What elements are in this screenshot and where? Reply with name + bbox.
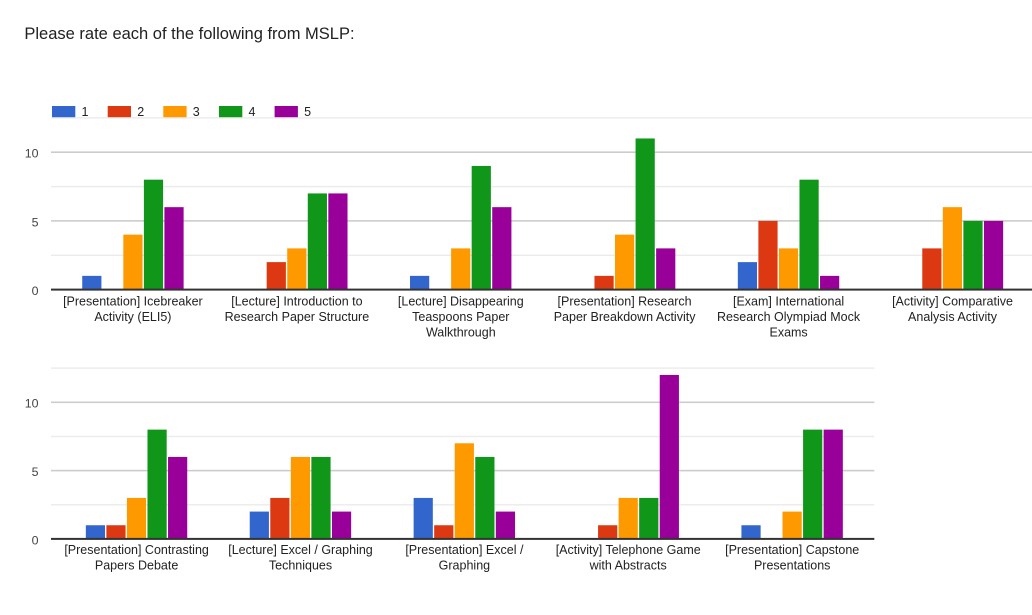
- svg-text:10: 10: [25, 397, 39, 411]
- svg-text:3: 3: [193, 105, 200, 119]
- svg-text:0: 0: [32, 533, 39, 547]
- svg-text:5: 5: [32, 215, 39, 229]
- svg-text:10: 10: [25, 147, 39, 161]
- svg-text:5: 5: [32, 465, 39, 479]
- svg-text:5: 5: [304, 105, 311, 119]
- svg-text:2: 2: [137, 105, 144, 119]
- svg-text:4: 4: [249, 105, 256, 119]
- svg-text:0: 0: [32, 284, 39, 298]
- svg-text:[Presentation] Excel /Graphing: [Presentation] Excel / Graphing: [405, 543, 524, 573]
- svg-text:1: 1: [82, 105, 89, 119]
